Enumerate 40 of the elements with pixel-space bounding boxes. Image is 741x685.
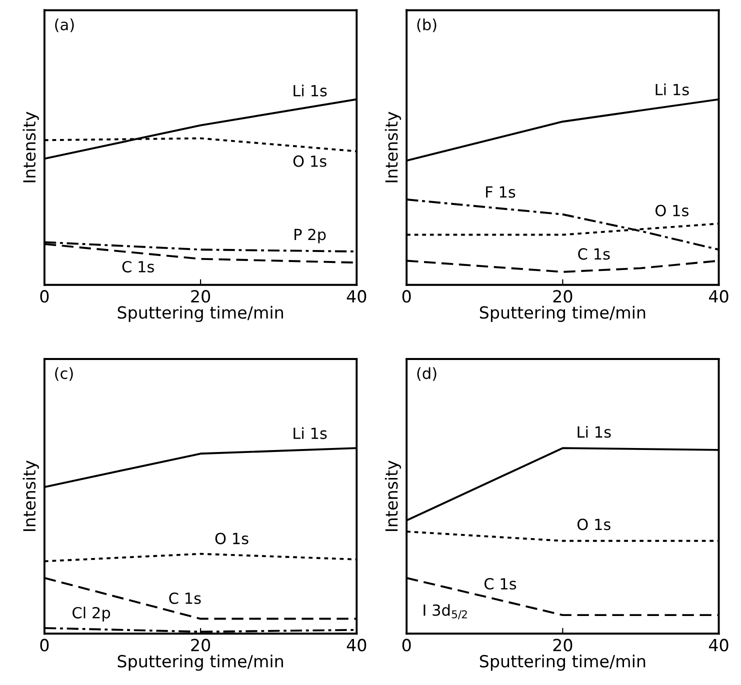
chart-title: (a): [55, 18, 74, 32]
series-label: Cl 2p: [72, 606, 110, 622]
x-axis-title: Sputtering time/min: [118, 654, 283, 671]
chart-title: (c): [55, 367, 73, 381]
series-label: O 1s: [293, 155, 326, 167]
x-tick-label: 20: [191, 290, 210, 303]
series-label: Li 1s: [656, 84, 689, 96]
x-tick-label: 40: [708, 290, 728, 303]
chart-title: (b): [417, 18, 436, 32]
x-tick-label: 40: [708, 638, 728, 652]
x-axis-title: Sputtering time/min: [480, 654, 646, 671]
y-axis-title: Intensity: [22, 112, 39, 182]
series-label: P 2p: [294, 228, 326, 244]
series-label: Li 1s: [578, 426, 611, 438]
series-label: C 1s: [578, 248, 610, 260]
series-label: C 1s: [169, 592, 201, 604]
y-axis-title: Intensity: [384, 460, 402, 531]
x-tick-label: 20: [553, 638, 572, 652]
series-label: Li 1s: [294, 427, 327, 440]
x-tick-label: 40: [346, 638, 366, 652]
series-label: O 1s: [577, 518, 610, 530]
annotation: I 3d$_{5/2}$: [424, 604, 467, 620]
x-axis-title: Sputtering time/min: [480, 306, 646, 322]
x-tick-label: 0: [40, 290, 49, 303]
x-tick-label: 0: [402, 290, 411, 303]
x-tick-label: 40: [346, 290, 366, 303]
x-tick-label: 0: [402, 638, 411, 652]
y-axis-title: Intensity: [22, 460, 39, 531]
series-label: C 1s: [122, 260, 154, 272]
series-label: F 1s: [486, 186, 516, 198]
x-tick-label: 20: [553, 290, 572, 303]
chart-title: (d): [417, 367, 436, 381]
series-label: Li 1s: [294, 84, 327, 96]
x-tick-label: 0: [40, 638, 49, 652]
series-label: O 1s: [215, 532, 248, 544]
series-label: O 1s: [656, 204, 688, 216]
series-label: C 1s: [484, 578, 516, 590]
x-axis-title: Sputtering time/min: [118, 306, 283, 322]
x-tick-label: 20: [191, 638, 210, 652]
y-axis-title: Intensity: [384, 112, 402, 182]
